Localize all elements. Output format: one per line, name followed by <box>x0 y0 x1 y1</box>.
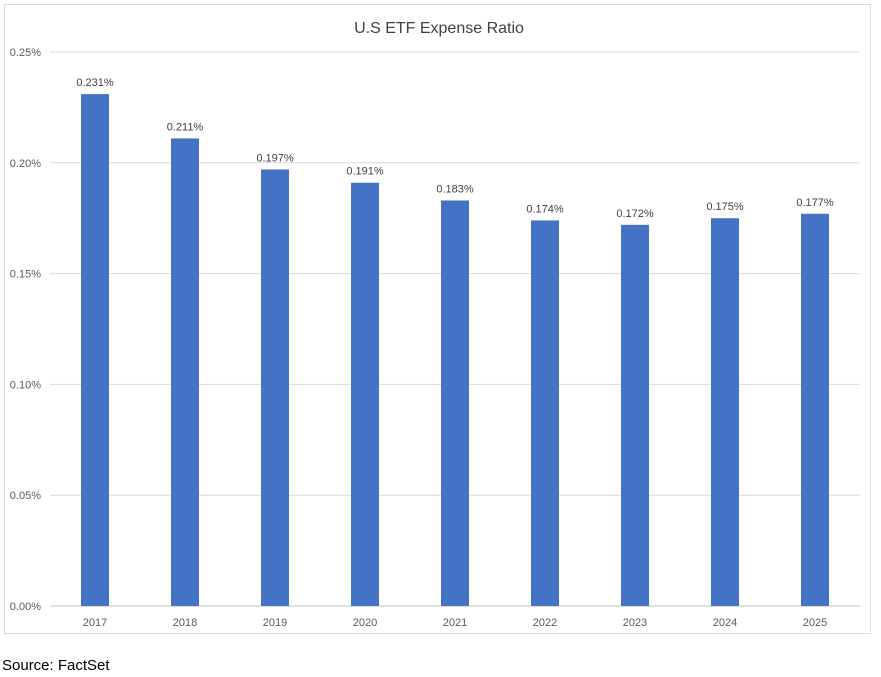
bar <box>81 94 109 606</box>
bar <box>801 213 829 606</box>
y-tick-label: 0.10% <box>10 379 41 391</box>
data-label: 0.183% <box>436 183 474 195</box>
bar <box>441 200 469 607</box>
bar <box>621 224 649 606</box>
y-tick-label: 0.15% <box>10 269 41 281</box>
y-tick-label: 0.25% <box>10 47 41 59</box>
bar <box>171 138 199 606</box>
bar <box>531 220 559 606</box>
x-tick-label: 2022 <box>533 617 557 629</box>
chart-title: U.S ETF Expense Ratio <box>354 20 524 37</box>
x-tick-label: 2025 <box>803 617 827 629</box>
x-tick-label: 2023 <box>623 617 647 629</box>
data-label: 0.175% <box>706 201 744 213</box>
bar <box>261 169 289 606</box>
bar <box>351 182 379 606</box>
x-tick-label: 2018 <box>173 617 197 629</box>
data-label: 0.191% <box>346 166 384 178</box>
y-tick-label: 0.00% <box>10 601 41 613</box>
data-label: 0.231% <box>76 77 114 89</box>
x-tick-label: 2019 <box>263 617 287 629</box>
source-note: Source: FactSet <box>2 657 110 674</box>
y-tick-label: 0.20% <box>10 158 41 170</box>
x-tick-label: 2021 <box>443 617 467 629</box>
data-label: 0.197% <box>256 152 294 164</box>
data-label: 0.211% <box>167 121 204 133</box>
bar <box>711 218 739 606</box>
bar-chart: U.S ETF Expense Ratio 0.231% 0.211% 0.197%… <box>10 20 860 629</box>
x-tick-label: 2020 <box>353 617 377 629</box>
x-tick-label: 2017 <box>83 617 107 629</box>
data-label: 0.174% <box>526 203 564 215</box>
data-label: 0.177% <box>796 197 834 209</box>
data-label: 0.172% <box>616 208 654 220</box>
x-tick-label: 2024 <box>713 617 737 629</box>
y-tick-label: 0.05% <box>10 490 41 502</box>
